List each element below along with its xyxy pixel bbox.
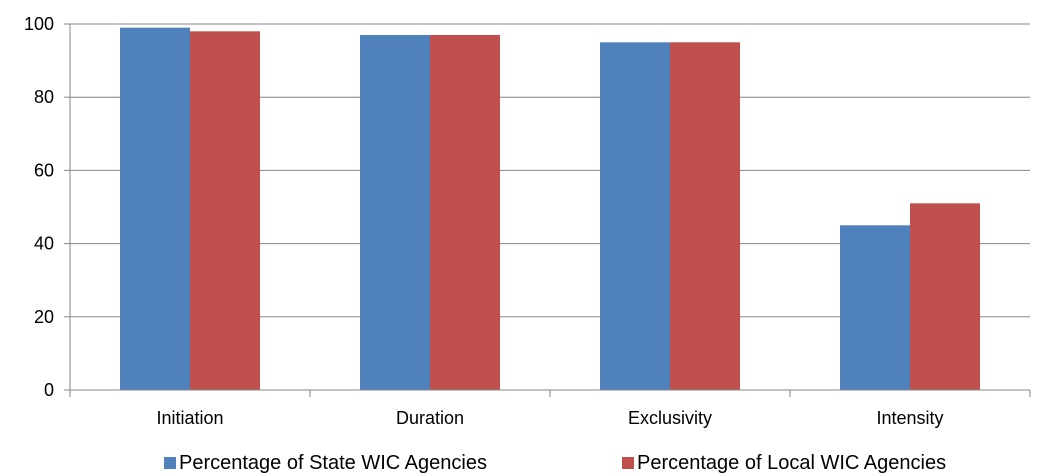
legend-swatch bbox=[164, 457, 176, 469]
bar-local-exclusivity bbox=[670, 42, 740, 391]
y-tick-label: 80 bbox=[34, 87, 54, 107]
bar-state-exclusivity bbox=[600, 42, 670, 391]
x-tick-label: Initiation bbox=[156, 408, 223, 428]
y-tick-label: 20 bbox=[34, 307, 54, 327]
y-tick-label: 100 bbox=[24, 14, 54, 34]
y-tick-label: 0 bbox=[44, 380, 54, 400]
legend-label: Percentage of Local WIC Agencies bbox=[637, 452, 946, 474]
bar-local-initiation bbox=[190, 31, 260, 390]
legend-swatch bbox=[622, 457, 634, 469]
legend: Percentage of State WIC Agencies Percenta… bbox=[164, 452, 946, 474]
x-tick-label: Intensity bbox=[876, 408, 943, 428]
x-tick-label: Exclusivity bbox=[628, 408, 712, 428]
x-tick-label: Duration bbox=[396, 408, 464, 428]
y-axis-ticks: 0 20 40 60 80 100 bbox=[24, 14, 70, 400]
bars bbox=[120, 27, 980, 391]
legend-item: Percentage of State WIC Agencies bbox=[164, 452, 487, 474]
y-tick-label: 40 bbox=[34, 234, 54, 254]
legend-label: Percentage of State WIC Agencies bbox=[179, 452, 487, 474]
bar-local-intensity bbox=[910, 203, 980, 390]
legend-item: Percentage of Local WIC Agencies bbox=[622, 452, 946, 474]
y-tick-label: 60 bbox=[34, 160, 54, 180]
bar-state-intensity bbox=[840, 225, 910, 390]
x-axis-ticks: Initiation Duration Exclusivity Intensity bbox=[69, 390, 1031, 428]
bar-local-duration bbox=[430, 34, 500, 390]
bar-state-duration bbox=[360, 34, 430, 390]
bar-state-initiation bbox=[120, 27, 190, 390]
